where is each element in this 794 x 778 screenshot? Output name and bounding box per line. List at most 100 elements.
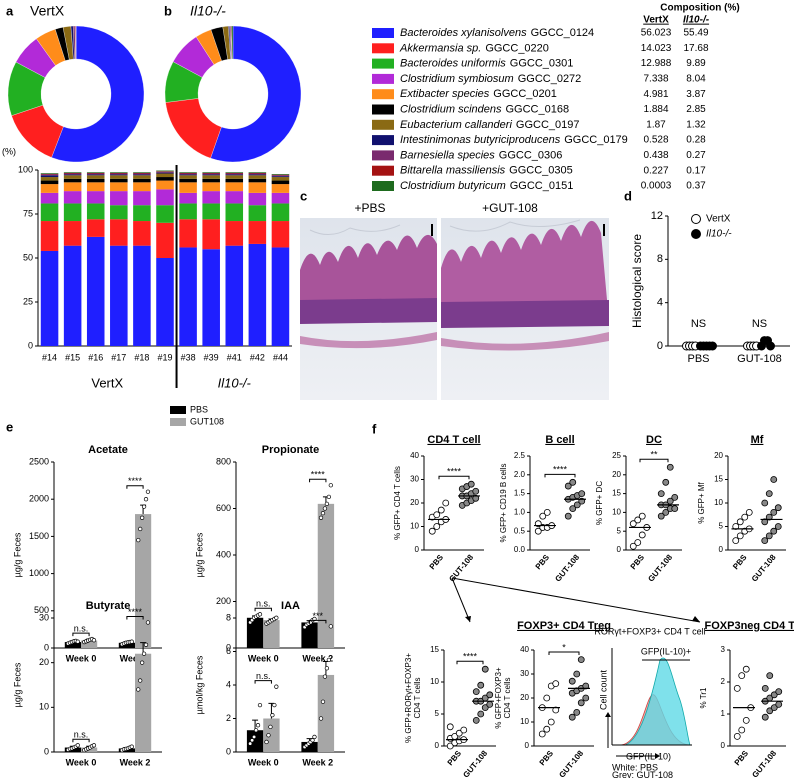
- data-point: [765, 490, 773, 498]
- y-tick-label: 0: [44, 746, 49, 756]
- bar-segment: [86, 174, 105, 176]
- significance-bracket: [126, 485, 144, 489]
- bar-segment: [225, 172, 244, 174]
- flow-note: Grey: GUT-108: [612, 770, 673, 778]
- y-tick-label: 0.0: [514, 545, 526, 554]
- legend-label: Bittarella massiliensis GGCC_0305: [400, 165, 573, 177]
- legend-swatch: [372, 165, 394, 176]
- bar-segment: [179, 172, 197, 174]
- bar-segment: [156, 171, 174, 172]
- x-tick-label: PBS: [731, 552, 749, 571]
- y-tick-label: 30: [410, 475, 419, 484]
- data-point: [428, 527, 436, 535]
- significance-bracket: [126, 615, 144, 620]
- species: Bacteroides uniformis: [400, 58, 506, 70]
- bar: [263, 718, 280, 752]
- bar-segment: [179, 174, 197, 176]
- bar-segment: [202, 182, 220, 192]
- data-point: [634, 516, 642, 524]
- legend-swatch: [372, 28, 394, 38]
- bar-segment: [225, 221, 244, 246]
- y-tick-label: 5: [719, 522, 724, 531]
- legend-value: 0.227: [643, 165, 668, 176]
- data-point: [129, 639, 134, 644]
- bar-segment: [133, 173, 151, 175]
- data-point: [775, 688, 783, 695]
- legend-value: 2.85: [686, 104, 706, 115]
- legend-value: 1.32: [686, 119, 706, 130]
- bar: [246, 617, 264, 648]
- chart-title: Butyrate: [86, 600, 131, 612]
- strain: GGCC_0201: [493, 88, 557, 100]
- legend-value: 4.981: [643, 89, 668, 100]
- bar: [64, 642, 81, 648]
- data-point: [328, 483, 333, 488]
- legend-label: Intestinimonas butyriciproducens GGCC_017…: [400, 134, 628, 146]
- data-point: [568, 677, 576, 685]
- bar-segment: [63, 245, 82, 346]
- strain: GGCC_0197: [516, 119, 580, 131]
- strain: GGCC_0272: [518, 73, 582, 85]
- bar-segment: [225, 173, 244, 175]
- bar-segment: [63, 172, 82, 173]
- data-point: [634, 539, 642, 546]
- bar-segment: [179, 178, 197, 183]
- y-tick-label: 500: [34, 605, 49, 615]
- y-axis-label: % GFP+ Mf: [697, 481, 706, 523]
- data-point: [657, 512, 665, 520]
- legend-value: 0.37: [686, 181, 706, 192]
- bar-segment: [225, 175, 244, 179]
- y-tick-label: 5: [617, 526, 622, 535]
- significance-bracket: [309, 478, 327, 483]
- donut-slice: [210, 25, 302, 163]
- x-tick-label: PBS: [446, 748, 464, 767]
- bar-segment: [110, 205, 128, 220]
- y-tick-label: 25: [23, 296, 33, 306]
- bar-segment: [86, 203, 105, 220]
- y-tick-label: 0: [415, 545, 420, 554]
- bar-segment: [271, 184, 290, 193]
- bar-segment: [110, 172, 128, 173]
- species: Clostridium butyricum: [400, 180, 506, 192]
- data-point: [328, 624, 333, 629]
- x-tick-label: #17: [111, 352, 126, 362]
- data-point: [274, 684, 279, 689]
- data-point: [538, 730, 546, 738]
- bar-segment: [248, 174, 267, 176]
- data-point: [437, 506, 445, 514]
- data-point: [770, 509, 778, 516]
- y-tick-label: 400: [216, 549, 231, 559]
- y-tick-label: 10: [39, 702, 49, 712]
- data-point: [552, 680, 560, 687]
- y-tick-label: 1.5: [514, 489, 526, 498]
- legend-label: GUT108: [190, 416, 224, 426]
- data-point: [573, 709, 581, 716]
- data-point: [732, 523, 740, 530]
- y-tick-label: 1: [721, 709, 726, 718]
- bar-segment: [271, 175, 290, 177]
- legend-label: Il10-/-: [706, 229, 732, 240]
- data-point: [255, 723, 261, 728]
- species: Clostridium scindens: [400, 103, 502, 115]
- significance-label: n.s.: [74, 730, 89, 740]
- data-point: [543, 509, 551, 516]
- chart-title: DC: [646, 434, 662, 446]
- legend-value: 0.438: [643, 150, 668, 161]
- y-tick-label: 3: [721, 645, 726, 654]
- bar-segment: [40, 173, 59, 175]
- legend-value: 0.28: [686, 135, 706, 146]
- data-point: [139, 515, 145, 520]
- y-tick-label: 600: [216, 503, 231, 513]
- data-point: [671, 505, 679, 513]
- bar-segment: [179, 219, 197, 248]
- legend-value: 56.023: [641, 28, 672, 39]
- species: Bittarella massiliensis: [400, 165, 506, 177]
- bar-segment: [271, 177, 290, 181]
- bar-segment: [202, 175, 220, 179]
- data-point: [141, 651, 147, 656]
- x-tick-label: #42: [250, 352, 265, 362]
- y-tick-label: 6: [226, 646, 231, 656]
- flow-gate: GFP(IL-10)+: [641, 646, 691, 656]
- bar-segment: [248, 172, 267, 173]
- data-point: [770, 691, 778, 699]
